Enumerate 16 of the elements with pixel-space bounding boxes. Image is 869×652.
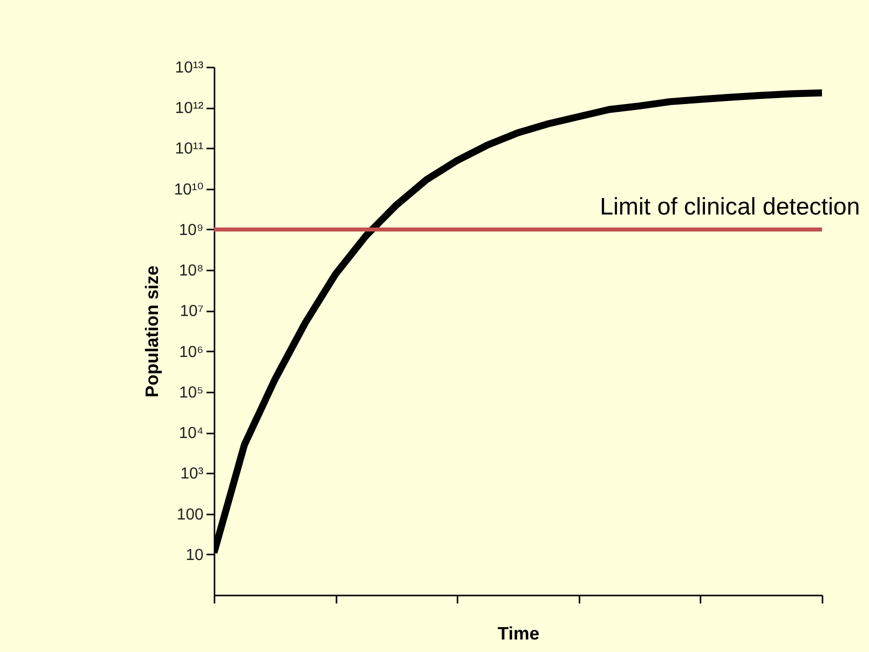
y-tick-label: 10³ xyxy=(180,466,204,483)
y-tick-label: 10⁸ xyxy=(178,262,204,280)
x-axis-title: Time xyxy=(498,624,540,644)
y-tick-label: 10¹⁰ xyxy=(174,181,204,198)
y-tick-label: 10¹¹ xyxy=(175,140,204,158)
y-axis-title: Population size xyxy=(142,265,162,398)
y-tick-label: 10⁷ xyxy=(180,303,204,320)
y-tick-label: 10⁴ xyxy=(178,425,204,442)
y-tick-label: 10¹³ xyxy=(175,60,204,76)
y-tick-label: 100 xyxy=(176,506,204,524)
y-tick-label: 10¹² xyxy=(175,100,204,118)
ref-line-label: Limit of clinical detection xyxy=(600,193,860,220)
y-tick-label: 10⁶ xyxy=(179,344,204,361)
y-tick-label: 10 xyxy=(186,546,204,564)
y-tick-label: 10⁵ xyxy=(179,384,204,402)
y-tick-label: 10⁹ xyxy=(178,222,204,239)
